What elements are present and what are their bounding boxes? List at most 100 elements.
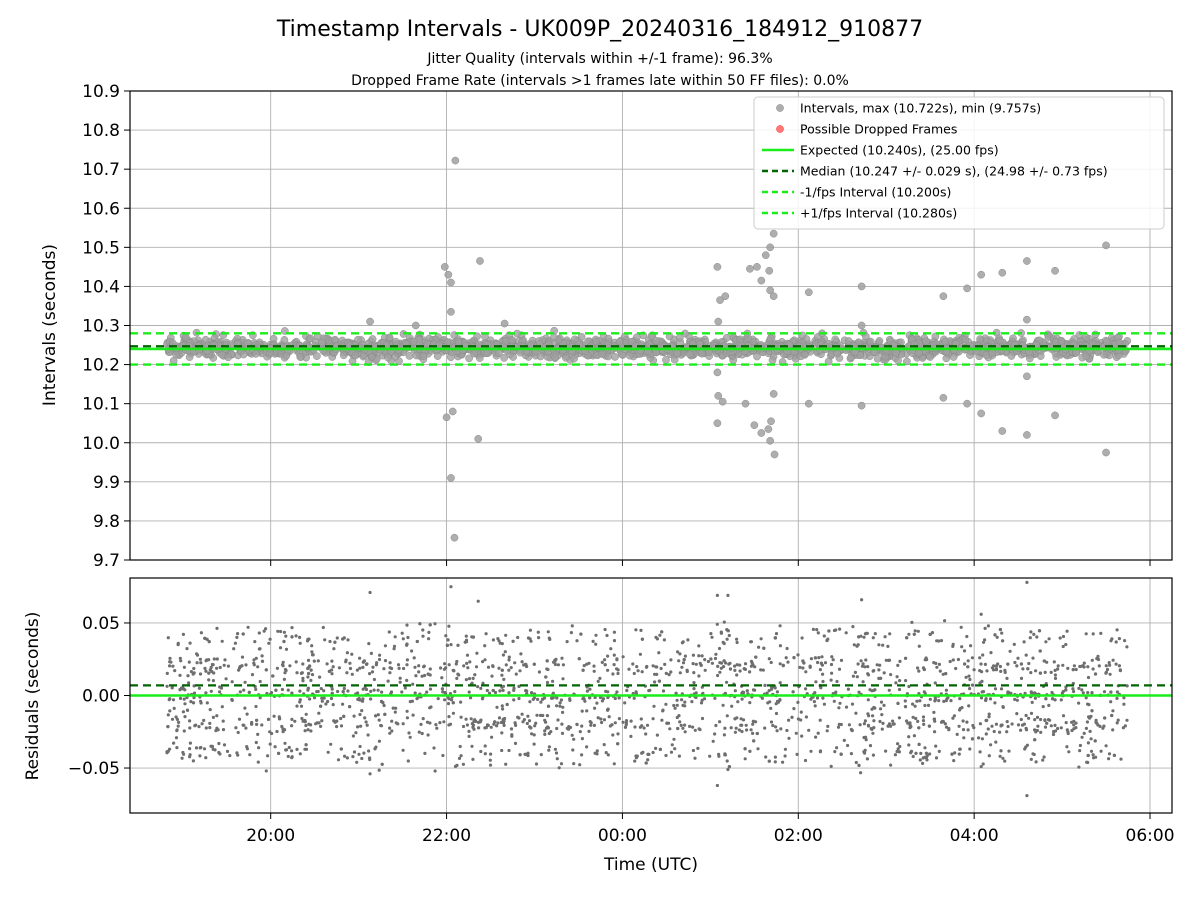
residual-point: [702, 697, 707, 701]
residual-point: [443, 698, 447, 702]
residual-point: [303, 747, 307, 751]
residual-point: [839, 722, 843, 727]
interval-point: [296, 353, 305, 361]
residual-point: [725, 759, 729, 763]
residual-point: [859, 659, 863, 663]
residual-point: [1084, 632, 1088, 636]
residual-point: [911, 715, 915, 719]
interval-outlier-point: [474, 434, 483, 443]
residual-point: [600, 699, 605, 703]
residual-point: [240, 664, 244, 668]
residual-point: [199, 631, 203, 635]
residual-point: [1086, 675, 1091, 680]
residual-point: [519, 652, 523, 656]
residual-point: [865, 757, 870, 761]
residual-point: [925, 754, 929, 758]
residual-point: [469, 696, 473, 700]
residual-point: [199, 699, 203, 703]
residual-point: [1104, 664, 1108, 668]
x-tick-label: 02:00: [774, 826, 823, 846]
residual-point: [603, 658, 607, 662]
residual-point: [751, 719, 756, 724]
residual-point: [270, 731, 274, 736]
residual-point: [358, 656, 362, 660]
residual-point: [968, 747, 972, 751]
residual-point: [490, 735, 494, 739]
residual-point: [715, 622, 719, 626]
residual-point: [1020, 723, 1025, 727]
residual-point: [745, 689, 749, 693]
residual-point: [208, 668, 212, 672]
residual-point: [191, 701, 196, 705]
residual-point: [994, 722, 999, 726]
residual-point: [786, 660, 790, 664]
residual-point: [593, 751, 597, 755]
residual-point: [678, 720, 682, 724]
residual-point: [316, 659, 320, 663]
interval-outlier-point: [769, 390, 778, 398]
residual-point: [1060, 691, 1064, 695]
residual-point: [730, 704, 734, 708]
residual-point: [226, 664, 230, 668]
residual-point: [332, 719, 336, 723]
residual-point: [609, 647, 613, 651]
residual-point: [413, 665, 417, 669]
residual-point: [428, 721, 432, 725]
residual-point: [903, 699, 907, 703]
residual-point: [570, 624, 574, 628]
residual-point: [592, 664, 596, 668]
residual-point: [447, 624, 451, 628]
residual-point: [500, 748, 504, 753]
residual-point: [396, 722, 400, 726]
residual-point: [470, 722, 474, 726]
residual-point: [415, 697, 419, 701]
residual-point: [993, 687, 998, 691]
residual-point: [361, 665, 365, 670]
residual-point: [298, 635, 302, 640]
residual-point: [952, 714, 957, 718]
residual-point: [532, 733, 536, 737]
residual-point: [322, 696, 326, 700]
residual-point: [968, 687, 972, 691]
residual-point: [676, 726, 680, 731]
residual-point: [168, 656, 172, 661]
residual-point: [603, 627, 607, 632]
residual-point: [406, 759, 410, 763]
residual-point: [165, 671, 169, 676]
residual-point: [766, 701, 770, 705]
interval-outlier-point: [977, 270, 986, 279]
residual-point: [428, 687, 433, 691]
interval-point: [570, 354, 578, 363]
residual-point: [817, 656, 821, 660]
residual-point: [917, 726, 921, 730]
residual-point: [838, 701, 842, 705]
residual-point: [616, 742, 620, 746]
residual-point: [1015, 712, 1019, 716]
residual-point: [651, 750, 655, 755]
residual-point: [317, 711, 321, 715]
residual-point: [1039, 730, 1043, 735]
residual-point: [241, 723, 245, 727]
residual-point: [778, 644, 783, 648]
residual-point: [692, 671, 696, 675]
residual-point: [173, 669, 177, 673]
residual-point: [496, 637, 500, 641]
residual-point: [871, 714, 875, 718]
interval-point: [941, 337, 949, 346]
residual-point: [352, 714, 356, 718]
interval-outlier-point: [1051, 411, 1059, 420]
residual-point: [942, 699, 946, 704]
residual-point: [481, 681, 485, 685]
residual-point: [301, 679, 305, 683]
residual-point: [615, 658, 619, 662]
intervals-y-tick-label: 10.0: [82, 434, 120, 454]
residual-point: [939, 639, 944, 643]
intervals-y-tick-label: 10.4: [82, 277, 120, 297]
residual-point: [663, 662, 667, 667]
residual-point: [846, 743, 850, 748]
residual-point: [582, 664, 586, 668]
residual-point: [174, 736, 179, 740]
residual-point: [932, 717, 937, 721]
residual-point: [591, 639, 595, 644]
residual-point: [530, 691, 534, 695]
